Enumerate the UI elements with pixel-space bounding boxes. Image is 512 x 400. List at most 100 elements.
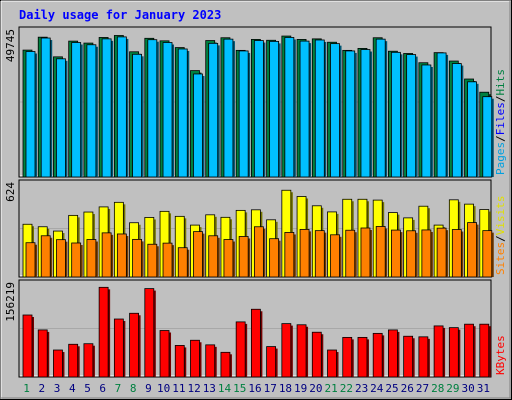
x-tick-label: 9 bbox=[145, 382, 152, 395]
legend-1: Pages/Files/Hits bbox=[494, 69, 507, 175]
bar-kbytes bbox=[83, 343, 94, 378]
x-tick-label: 24 bbox=[370, 382, 384, 395]
bar-sites bbox=[253, 226, 264, 278]
bar-kbytes bbox=[68, 343, 79, 378]
bar-kbytes bbox=[357, 336, 368, 378]
bar-kbytes bbox=[22, 314, 33, 378]
bar-sites bbox=[208, 235, 219, 278]
bar-files bbox=[406, 54, 417, 178]
bar-sites bbox=[162, 242, 173, 278]
bar-sites bbox=[223, 239, 234, 278]
bar-sites bbox=[482, 230, 493, 278]
x-tick-label: 6 bbox=[99, 382, 106, 395]
bar-kbytes bbox=[311, 331, 322, 378]
bar-sites bbox=[25, 242, 36, 278]
x-tick-label: 2 bbox=[39, 382, 46, 395]
x-tick-label: 19 bbox=[294, 382, 307, 395]
x-tick-label: 21 bbox=[325, 382, 338, 395]
x-tick-label: 31 bbox=[477, 382, 490, 395]
y-max-label: 624 bbox=[4, 182, 17, 202]
bar-kbytes bbox=[144, 288, 155, 378]
x-tick-label: 11 bbox=[172, 382, 185, 395]
bar-files bbox=[193, 73, 203, 178]
bar-kbytes bbox=[53, 349, 63, 378]
bar-files bbox=[345, 50, 356, 178]
x-tick-label: 15 bbox=[233, 382, 246, 395]
bar-files bbox=[56, 58, 66, 178]
x-tick-label: 8 bbox=[130, 382, 137, 395]
bar-sites bbox=[299, 228, 310, 278]
bar-sites bbox=[330, 234, 340, 278]
bar-sites bbox=[238, 236, 249, 278]
bar-kbytes bbox=[113, 318, 124, 378]
bar-kbytes bbox=[159, 330, 170, 378]
x-tick-label: 27 bbox=[416, 382, 429, 395]
bar-sites bbox=[71, 242, 82, 278]
bar-sites bbox=[314, 230, 325, 278]
x-tick-label: 10 bbox=[157, 382, 170, 395]
bar-files bbox=[177, 48, 188, 178]
y-max-label: 49745 bbox=[4, 29, 17, 62]
bar-kbytes bbox=[479, 323, 490, 378]
bar-files bbox=[451, 63, 462, 178]
bar-files bbox=[391, 51, 401, 178]
x-tick-label: 16 bbox=[248, 382, 261, 395]
bar-kbytes bbox=[220, 351, 231, 378]
bar-files bbox=[482, 96, 493, 178]
x-tick-label: 20 bbox=[309, 382, 322, 395]
legend-entry: Files bbox=[494, 102, 507, 135]
legend-entry: / bbox=[494, 96, 507, 103]
bar-kbytes bbox=[281, 323, 292, 378]
bar-sites bbox=[391, 229, 401, 278]
bar-sites bbox=[56, 239, 66, 278]
bar-sites bbox=[345, 229, 356, 278]
bar-kbytes bbox=[174, 345, 185, 378]
bar-kbytes bbox=[448, 327, 459, 378]
bar-kbytes bbox=[190, 339, 200, 378]
x-tick-label: 22 bbox=[340, 382, 353, 395]
x-tick-label: 28 bbox=[431, 382, 444, 395]
bar-sites bbox=[116, 233, 127, 278]
bar-sites bbox=[451, 229, 462, 278]
bar-kbytes bbox=[464, 323, 474, 378]
bar-files bbox=[40, 37, 51, 178]
bar-kbytes bbox=[418, 336, 429, 378]
bar-files bbox=[253, 40, 264, 178]
bar-kbytes bbox=[372, 332, 383, 378]
bar-kbytes bbox=[266, 346, 277, 378]
legend-entry: KBytes bbox=[494, 335, 507, 375]
panel-3: 156219 KBytes bbox=[4, 279, 507, 378]
chart-panels: 49745Pages/Files/Hits624Sites/Visits1562… bbox=[4, 26, 507, 395]
x-tick-label: 3 bbox=[54, 382, 61, 395]
bar-files bbox=[238, 50, 249, 178]
x-tick-label: 30 bbox=[462, 382, 475, 395]
x-tick-label: 4 bbox=[69, 382, 76, 395]
bar-files bbox=[299, 40, 310, 178]
legend-3: KBytes bbox=[494, 335, 507, 375]
bar-sites bbox=[421, 229, 432, 278]
bar-files bbox=[223, 38, 234, 178]
bar-sites bbox=[40, 235, 51, 278]
bar-files bbox=[269, 40, 280, 178]
bar-kbytes bbox=[37, 329, 48, 378]
legend-entry: Pages bbox=[494, 142, 507, 175]
bar-sites bbox=[467, 222, 477, 278]
x-tick-label: 17 bbox=[264, 382, 277, 395]
legend-entry: / bbox=[494, 235, 507, 242]
x-tick-label: 12 bbox=[187, 382, 200, 395]
bar-sites bbox=[360, 227, 371, 278]
bar-sites bbox=[177, 247, 188, 278]
bar-sites bbox=[406, 230, 417, 278]
bar-files bbox=[25, 51, 36, 178]
bar-files bbox=[330, 43, 340, 178]
bar-files bbox=[71, 42, 82, 178]
bar-files bbox=[284, 37, 295, 178]
x-tick-label: 29 bbox=[446, 382, 459, 395]
x-tick-label: 18 bbox=[279, 382, 292, 395]
x-tick-label: 23 bbox=[355, 382, 368, 395]
bar-files bbox=[314, 39, 325, 178]
x-tick-label: 13 bbox=[203, 382, 216, 395]
bar-files bbox=[86, 44, 97, 178]
